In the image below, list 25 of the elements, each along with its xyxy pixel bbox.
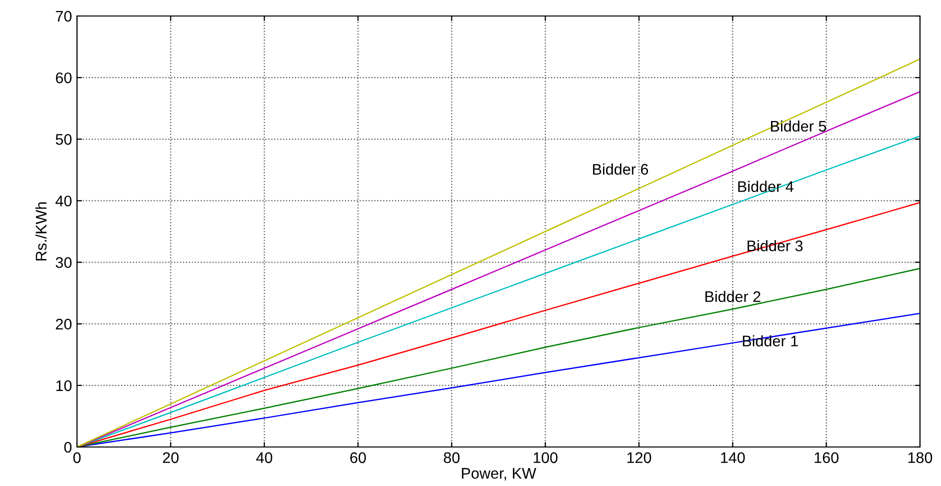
x-tick-label: 0 xyxy=(73,452,81,464)
x-tick-label: 160 xyxy=(814,452,838,464)
y-tick-label: 60 xyxy=(56,72,72,84)
annotation: Bidder 1 xyxy=(742,335,798,346)
annotation: Bidder 5 xyxy=(771,120,826,132)
annotation: Bidder 6 xyxy=(593,164,648,175)
x-axis-title: Power, KW xyxy=(462,468,536,481)
annotation: Bidder 2 xyxy=(705,290,760,302)
x-tick-label: 180 xyxy=(908,452,932,464)
y-tick-label: 30 xyxy=(56,257,72,268)
y-tick-label: 0 xyxy=(64,442,72,453)
x-tick-label: 140 xyxy=(721,452,745,464)
x-tick-label: 100 xyxy=(534,452,558,464)
y-tick-label: 20 xyxy=(56,318,72,330)
x-tick-label: 40 xyxy=(256,452,272,464)
x-tick-label: 120 xyxy=(627,452,652,464)
y-tick-label: 70 xyxy=(56,10,72,22)
y-tick-label: 50 xyxy=(56,134,72,145)
y-tick-label: 10 xyxy=(56,380,72,392)
y-tick-label: 40 xyxy=(56,196,72,206)
x-tick-label: 20 xyxy=(162,452,179,464)
annotation: Bidder 4 xyxy=(738,180,794,192)
y-axis-title: Rs./KWh xyxy=(35,202,47,260)
x-tick-label: 80 xyxy=(444,452,460,464)
x-tick-label: 60 xyxy=(350,452,366,464)
